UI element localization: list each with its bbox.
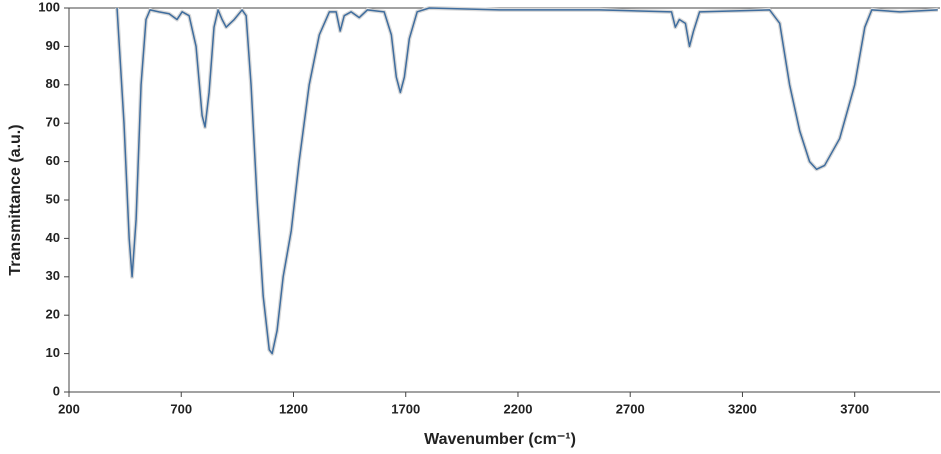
y-tick-label: 60: [46, 153, 60, 168]
x-tick-label: 2700: [616, 401, 645, 416]
y-tick-label: 80: [46, 76, 60, 91]
x-tick-label: 3700: [840, 401, 869, 416]
x-tick-label: 200: [58, 401, 80, 416]
y-tick-label: 0: [53, 383, 60, 398]
y-tick-label: 50: [46, 191, 60, 206]
x-axis-title: Wavenumber (cm⁻¹): [424, 431, 576, 448]
x-tick-label: 3200: [728, 401, 757, 416]
y-tick-label: 20: [46, 307, 60, 322]
y-axis-title: Transmittance (a.u.): [7, 124, 24, 275]
y-tick-label: 90: [46, 38, 60, 53]
y-tick-label: 100: [38, 0, 60, 14]
y-tick-label: 70: [46, 115, 60, 130]
x-tick-label: 2200: [504, 401, 533, 416]
y-tick-label: 10: [46, 345, 60, 360]
x-tick-label: 1700: [391, 401, 420, 416]
y-tick-label: 30: [46, 268, 60, 283]
x-tick-label: 700: [170, 401, 192, 416]
y-tick-label: 40: [46, 230, 60, 245]
line-halo: [115, 6, 938, 356]
x-tick-label: 1200: [279, 401, 308, 416]
spectrum-line: [116, 7, 938, 355]
